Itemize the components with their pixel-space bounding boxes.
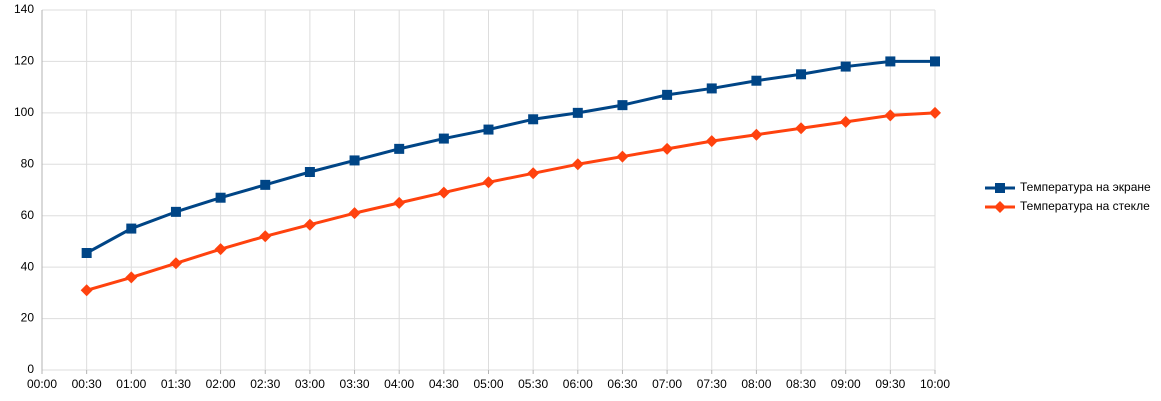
data-point xyxy=(617,100,628,111)
x-tick-label: 10:00 xyxy=(920,377,950,391)
data-point xyxy=(884,109,897,122)
data-point xyxy=(705,135,718,148)
y-tick-label: 40 xyxy=(21,259,35,273)
data-point xyxy=(259,230,272,243)
data-point xyxy=(304,167,315,177)
data-point xyxy=(303,218,316,231)
legend-marker xyxy=(994,201,1006,213)
y-tick-label: 120 xyxy=(14,54,34,68)
x-tick-label: 04:30 xyxy=(429,377,459,391)
legend-label: Температура на экране xyxy=(1020,180,1151,194)
data-point xyxy=(349,155,360,166)
data-point xyxy=(616,150,629,163)
data-point xyxy=(795,122,808,135)
data-point xyxy=(80,284,93,297)
x-tick-label: 06:00 xyxy=(563,377,593,391)
x-tick-label: 08:00 xyxy=(741,377,771,391)
legend-label: Температура на стекле xyxy=(1020,199,1150,213)
x-tick-label: 07:00 xyxy=(652,377,682,391)
data-point xyxy=(81,248,92,258)
y-tick-label: 140 xyxy=(14,2,34,16)
data-point xyxy=(215,192,226,203)
data-point xyxy=(571,158,584,171)
y-tick-label: 0 xyxy=(27,362,34,376)
x-tick-label: 03:30 xyxy=(340,377,370,391)
y-tick-label: 80 xyxy=(21,156,35,170)
data-point xyxy=(796,69,807,80)
legend-marker xyxy=(995,183,1005,193)
data-point xyxy=(260,179,271,190)
data-point xyxy=(750,128,763,141)
x-tick-label: 03:00 xyxy=(295,377,325,391)
series-line xyxy=(86,111,936,292)
data-point xyxy=(438,133,449,144)
data-point xyxy=(662,89,673,100)
x-tick-label: 06:30 xyxy=(607,377,637,391)
data-point xyxy=(528,114,539,125)
series-line xyxy=(85,59,935,255)
x-tick-label: 09:00 xyxy=(831,377,861,391)
data-point xyxy=(929,106,941,119)
x-tick-label: 00:00 xyxy=(27,377,57,391)
x-tick-label: 02:30 xyxy=(250,377,280,391)
x-tick-label: 09:30 xyxy=(875,377,905,391)
data-point xyxy=(706,83,717,94)
data-point xyxy=(840,61,851,72)
data-point xyxy=(170,206,181,217)
data-point xyxy=(483,124,494,135)
y-tick-label: 60 xyxy=(21,208,35,222)
x-tick-label: 08:30 xyxy=(786,377,816,391)
data-point xyxy=(572,107,583,118)
y-tick-label: 100 xyxy=(14,105,34,119)
data-point xyxy=(885,56,896,67)
x-tick-label: 07:30 xyxy=(697,377,727,391)
data-point xyxy=(527,167,540,180)
data-point xyxy=(394,143,405,154)
x-tick-label: 02:00 xyxy=(206,377,236,391)
x-tick-label: 01:00 xyxy=(116,377,146,391)
data-point xyxy=(751,75,762,86)
data-point xyxy=(393,196,406,209)
data-point xyxy=(125,271,138,284)
x-tick-label: 05:00 xyxy=(473,377,503,391)
data-point xyxy=(661,142,674,155)
x-tick-label: 05:30 xyxy=(518,377,548,391)
data-point xyxy=(126,223,137,234)
x-tick-label: 01:30 xyxy=(161,377,191,391)
data-point xyxy=(214,243,227,256)
x-tick-label: 00:30 xyxy=(72,377,102,391)
data-point xyxy=(839,115,852,128)
y-tick-label: 20 xyxy=(21,311,35,325)
data-point xyxy=(169,257,182,270)
data-point xyxy=(482,176,495,189)
data-point xyxy=(437,186,450,199)
data-point xyxy=(348,207,361,220)
data-point xyxy=(930,56,940,67)
x-tick-label: 04:00 xyxy=(384,377,414,391)
